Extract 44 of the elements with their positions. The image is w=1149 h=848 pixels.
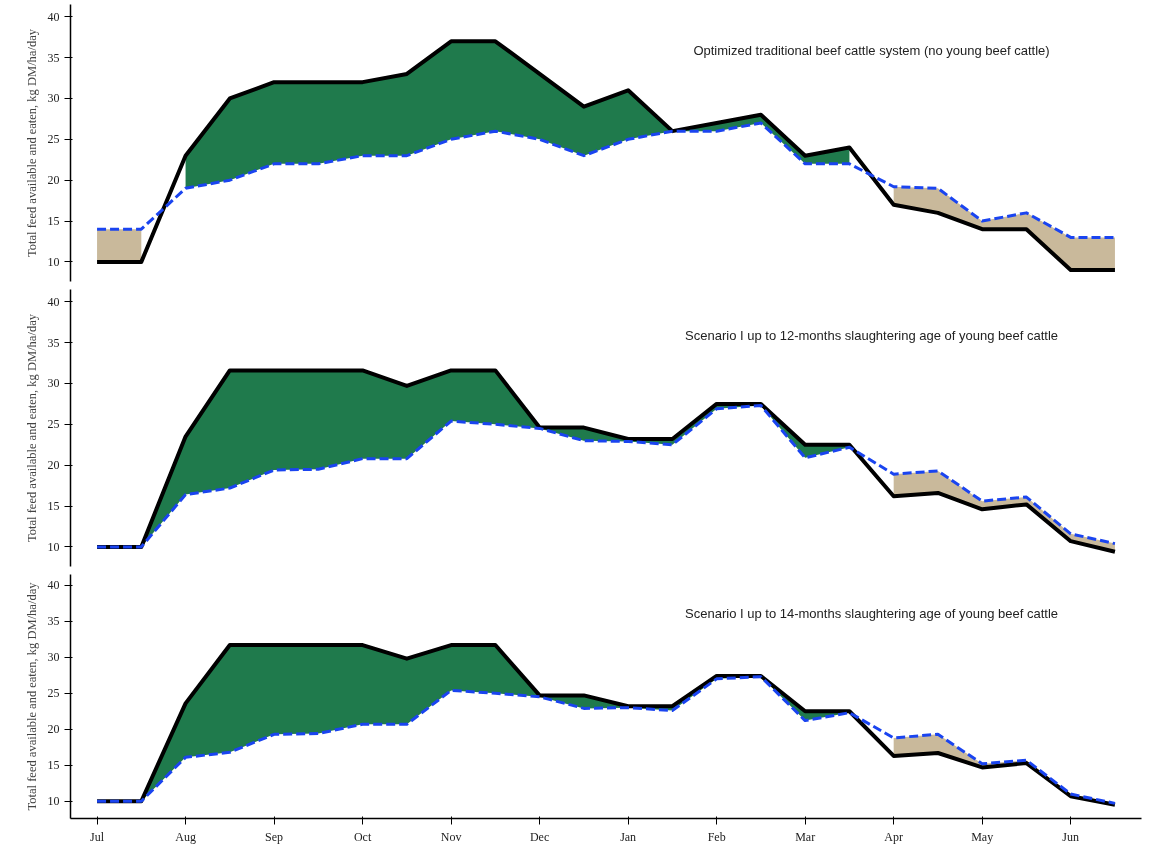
x-tick-label: May — [971, 829, 994, 844]
y-tick-label: 40 — [47, 294, 60, 309]
y-tick-label: 25 — [47, 132, 60, 147]
line-series — [95, 643, 1117, 807]
y-tick-label: 10 — [47, 539, 60, 554]
y-tick-label: 20 — [47, 722, 60, 737]
y-tick-label: 10 — [47, 794, 60, 809]
x-tick-label: Aug — [175, 829, 196, 844]
y-tick-label: 40 — [47, 9, 60, 24]
line-series — [95, 675, 1117, 805]
y-tick-label: 15 — [47, 214, 60, 229]
y-tick-label: 15 — [47, 499, 60, 514]
text: Scenario I up to 12-months slaughtering age of young beef cattle — [685, 327, 1058, 343]
line-series — [95, 404, 1117, 549]
text: Scenario I up to 14-months slaughtering age of young beef cattle — [685, 606, 1058, 622]
y-axis-title: Total feed available and eaten, kg DM/ha/day — [24, 28, 39, 257]
y-tick-label: 30 — [47, 91, 60, 106]
y-tick-label: 15 — [47, 758, 60, 773]
y-tick-label: 30 — [47, 376, 60, 391]
y-tick-label: 35 — [47, 335, 60, 350]
y-tick-label: 40 — [47, 578, 60, 593]
y-tick-label: 10 — [47, 254, 60, 269]
y-tick-label: 25 — [47, 417, 60, 432]
x-tick-label: Mar — [795, 829, 816, 844]
line-series — [95, 39, 1117, 273]
y-tick-label: 35 — [47, 50, 60, 65]
x-tick-label: Feb — [707, 829, 726, 844]
y-tick-label: 25 — [47, 686, 60, 701]
x-tick-label: Jan — [620, 829, 637, 844]
x-tick-label: Jul — [90, 829, 105, 844]
x-tick-label: Apr — [884, 829, 904, 844]
x-tick-label: Dec — [529, 829, 550, 844]
x-tick-label: Jun — [1062, 829, 1080, 844]
text: Optimized traditional beef cattle system (no young beef cattle) — [693, 42, 1050, 58]
y-tick-label: 35 — [47, 614, 60, 629]
y-tick-label: 30 — [47, 650, 60, 665]
y-axis-title: Total feed available and eaten, kg DM/ha/day — [24, 581, 39, 811]
y-tick-label: 20 — [47, 458, 60, 473]
x-tick-label: Sep — [265, 829, 284, 844]
x-tick-label: Oct — [353, 829, 372, 844]
y-tick-label: 20 — [47, 173, 60, 188]
x-tick-label: Nov — [440, 829, 462, 844]
y-axis-title: Total feed available and eaten, kg DM/ha/day — [24, 313, 39, 542]
line-series — [95, 368, 1117, 554]
